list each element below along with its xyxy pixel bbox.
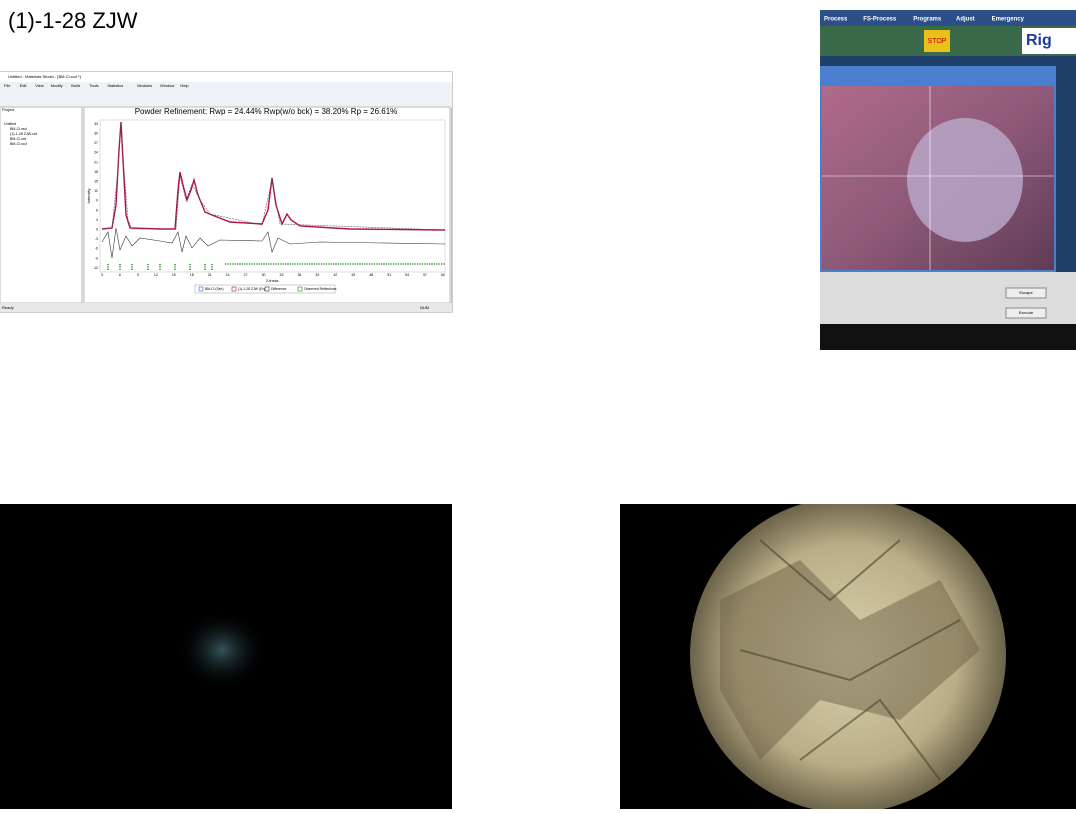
x-tick-label: 21 — [208, 273, 212, 277]
slide-title: (1)-1-28 ZJW — [8, 8, 138, 33]
menu-item: Edit — [20, 83, 28, 88]
x-tick-label: 27 — [244, 273, 248, 277]
x-tick-label: 3 — [101, 273, 103, 277]
x-tick-label: 18 — [190, 273, 194, 277]
photo-menu: Adjust — [956, 17, 975, 23]
y-tick-label: -6 — [95, 247, 98, 251]
y-tick-label: 30 — [94, 132, 98, 136]
menu-item: View — [35, 83, 44, 88]
x-tick-label: 15 — [172, 273, 176, 277]
y-tick-label: 33 — [94, 122, 98, 126]
tree-item: BM-Cl.xsd — [10, 127, 27, 131]
y-label: Intensity — [86, 189, 91, 204]
microscope-field — [690, 504, 1006, 809]
menu-item: Modules — [137, 83, 152, 88]
y-tick-label: 12 — [94, 189, 98, 193]
brand: Rig — [1026, 32, 1052, 49]
tree-item: BM-Cl.xcd — [10, 142, 27, 146]
button: Execute — [1019, 310, 1034, 315]
menu-item: File — [4, 83, 11, 88]
photo-menu: Programs — [913, 17, 942, 23]
plot-title: Powder Refinement: Rwp = 24.44% Rwp(w/o … — [135, 107, 398, 116]
y-tick-label: 6 — [96, 208, 98, 212]
y-tick-label: -9 — [95, 256, 98, 260]
x-tick-label: 30 — [262, 273, 266, 277]
dark-photo-glow — [177, 610, 267, 690]
x-tick-label: 57 — [423, 273, 427, 277]
x-tick-label: 36 — [297, 273, 301, 277]
x-tick-label: 60 — [441, 273, 445, 277]
x-tick-label: 48 — [369, 273, 373, 277]
x-tick-label: 54 — [405, 273, 409, 277]
x-tick-label: 12 — [154, 273, 158, 277]
x-tick-label: 6 — [119, 273, 121, 277]
y-tick-label: 0 — [96, 228, 98, 232]
menu-item: Window — [160, 83, 174, 88]
window-title: Untitled - Materials Studio - [BM-Cl.xcd… — [8, 74, 81, 79]
legend-checkbox — [198, 286, 204, 292]
status-text: Ready — [2, 305, 14, 310]
tree-item: Untitled — [4, 122, 16, 126]
legend-item: (1)-1-28 ZJW (Exp) — [238, 287, 267, 291]
legend-item: BM-Cl (Sim) — [205, 287, 223, 291]
photo-screen: Rig STOP Escape Execute — [820, 10, 1076, 350]
tree-item: (1)-1-28 ZJW.xrd — [10, 132, 37, 136]
x-tick-label: 45 — [351, 273, 355, 277]
x-tick-label: 24 — [226, 273, 230, 277]
y-tick-label: -12 — [93, 266, 98, 270]
x-tick-label: 42 — [333, 273, 337, 277]
legend-item: Difference — [271, 287, 287, 291]
project-label: Project — [2, 107, 15, 112]
menu-item: Statistics — [107, 83, 123, 88]
y-tick-label: -3 — [95, 237, 98, 241]
menu-item: Tools — [89, 83, 98, 88]
menu-item: Help — [180, 83, 189, 88]
x-label: 2-theta — [266, 278, 279, 283]
legend-checkbox — [264, 286, 270, 292]
y-tick-label: 18 — [94, 170, 98, 174]
y-tick-label: 27 — [94, 141, 98, 145]
menu-item: Build — [71, 83, 80, 88]
photo-menu: Emergency — [992, 17, 1025, 23]
software-screenshot: Untitled - Materials Studio - [BM-Cl.xcd… — [0, 71, 453, 313]
button: Escape — [1019, 290, 1033, 295]
y-tick-label: 24 — [94, 151, 98, 155]
status-text: NUM — [420, 305, 429, 310]
x-tick-label: 9 — [137, 273, 139, 277]
x-tick-label: 39 — [315, 273, 319, 277]
photo-menu: Process — [824, 17, 848, 23]
legend-checkbox — [231, 286, 237, 292]
x-tick-label: 33 — [280, 273, 284, 277]
y-tick-label: 21 — [94, 160, 98, 164]
y-tick-label: 15 — [94, 180, 98, 184]
legend-checkbox — [297, 286, 303, 292]
legend-item: Observed Reflections — [304, 287, 337, 291]
x-tick-label: 51 — [387, 273, 391, 277]
y-tick-label: 3 — [96, 218, 98, 222]
photo-menu: FS-Process — [863, 17, 897, 23]
tree-item: BM-Cl.xrd — [10, 137, 26, 141]
stop-button: STOP — [928, 38, 947, 45]
menu-item: Modify — [51, 83, 63, 88]
y-tick-label: 9 — [96, 199, 98, 203]
